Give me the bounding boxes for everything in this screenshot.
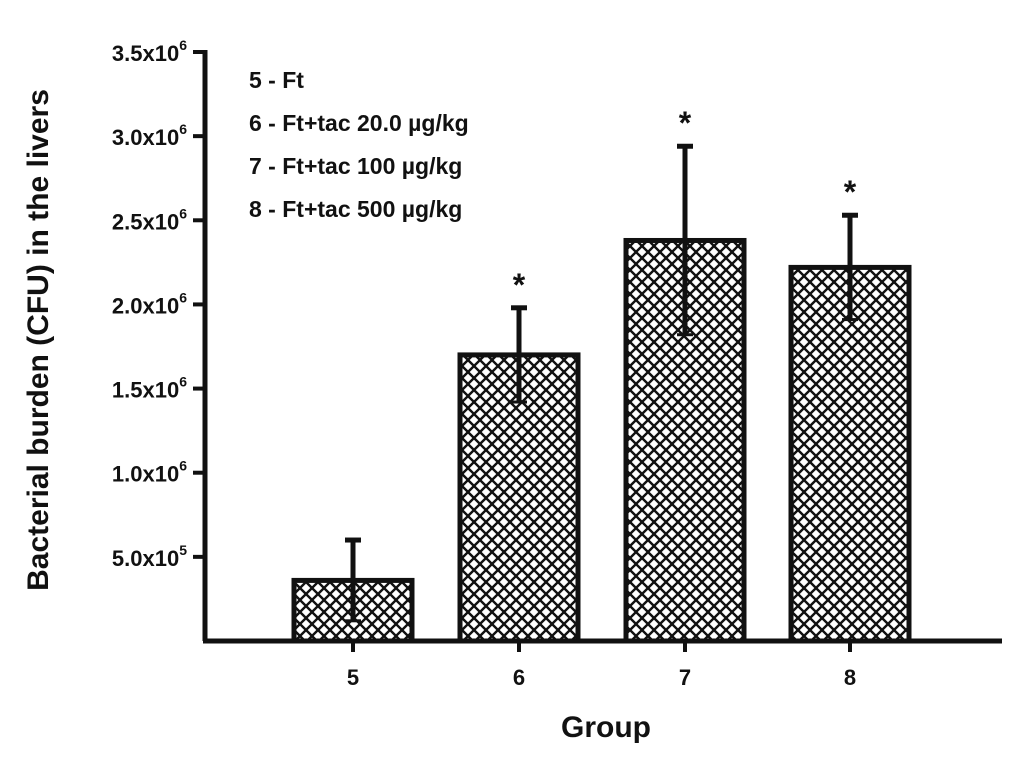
x-tick-label-8: 8 xyxy=(844,665,856,690)
y-tick-label: 5.0x105 xyxy=(112,542,187,571)
y-tick-label: 3.5x106 xyxy=(112,37,187,66)
significance-marker-7: * xyxy=(679,105,692,141)
y-tick-label: 1.5x106 xyxy=(112,374,187,403)
legend-entry: 7 - Ft+tac 100 µg/kg xyxy=(249,153,462,179)
axes xyxy=(193,50,1002,652)
y-tick-label: 1.0x106 xyxy=(112,458,187,487)
y-tick-label: 2.0x106 xyxy=(112,289,187,318)
x-tick-labels: 5 6 7 8 xyxy=(347,665,856,690)
bars: * * * xyxy=(291,105,912,644)
x-tick-label-5: 5 xyxy=(347,665,359,690)
x-axis-title: Group xyxy=(561,711,651,744)
significance-marker-8: * xyxy=(844,174,857,210)
x-tick-label-6: 6 xyxy=(513,665,525,690)
legend-entry: 8 - Ft+tac 500 µg/kg xyxy=(249,196,462,222)
y-axis-title: Bacterial burden (CFU) in the livers xyxy=(22,89,55,591)
y-tick-label: 2.5x106 xyxy=(112,205,187,234)
significance-marker-6: * xyxy=(513,267,526,303)
y-tick-label: 3.0x106 xyxy=(112,121,187,150)
y-tick-labels: 5.0x105 1.0x106 1.5x106 2.0x106 2.5x106 3.0x1… xyxy=(112,37,187,571)
legend-entry: 6 - Ft+tac 20.0 µg/kg xyxy=(249,110,469,136)
x-tick-label-7: 7 xyxy=(679,665,691,690)
legend-entry: 5 - Ft xyxy=(249,67,304,93)
bar-group-8 xyxy=(788,264,912,644)
legend: 5 - Ft 6 - Ft+tac 20.0 µg/kg 7 - Ft+tac 10… xyxy=(249,67,469,222)
